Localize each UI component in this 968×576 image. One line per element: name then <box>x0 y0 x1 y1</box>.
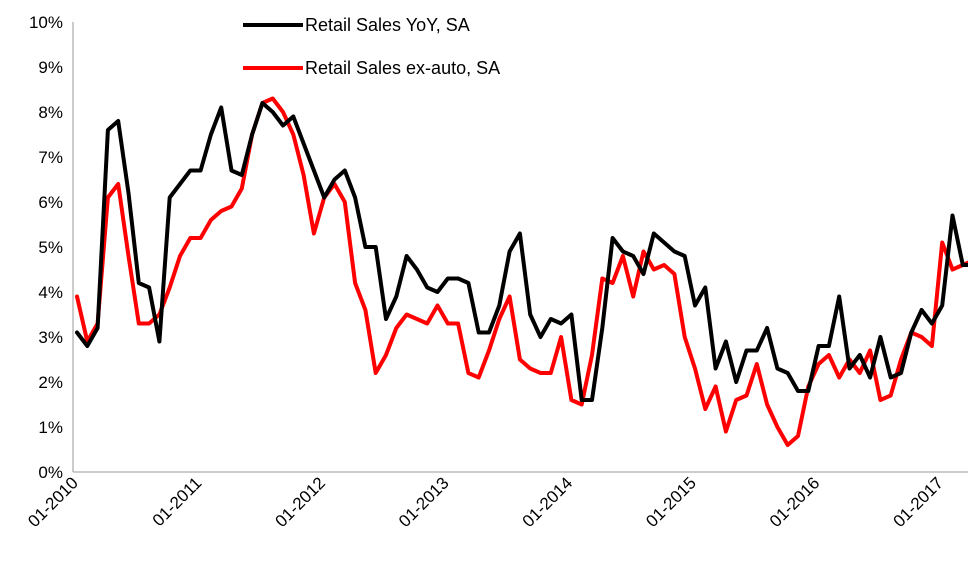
y-tick-label: 8% <box>38 103 63 122</box>
y-tick-label: 7% <box>38 148 63 167</box>
y-tick-label: 10% <box>29 13 63 32</box>
x-tick-label: 01-2011 <box>149 473 206 530</box>
y-tick-label: 9% <box>38 58 63 77</box>
y-tick-label: 1% <box>38 418 63 437</box>
axes <box>72 22 968 473</box>
y-tick-label: 0% <box>38 463 63 482</box>
legend-item-yoy: Retail Sales YoY, SA <box>243 15 470 35</box>
legend-item-exauto: Retail Sales ex-auto, SA <box>243 58 500 78</box>
legend-label-yoy: Retail Sales YoY, SA <box>305 15 470 35</box>
x-tick-label: 01-2017 <box>889 473 947 531</box>
series-line-exauto <box>75 96 968 447</box>
y-tick-label: 6% <box>38 193 63 212</box>
series-lines <box>75 96 968 447</box>
series-line-yoy <box>75 101 968 402</box>
y-tick-label: 3% <box>38 328 63 347</box>
x-tick-label: 01-2015 <box>642 473 700 531</box>
y-tick-labels: 0% 1% 2% 3% 4% 5% 6% 7% 8% 9% 10% <box>29 13 63 482</box>
x-tick-label: 01-2014 <box>519 473 577 531</box>
y-tick-label: 2% <box>38 373 63 392</box>
x-tick-label: 01-2016 <box>766 473 824 531</box>
legend: Retail Sales YoY, SA Retail Sales ex-aut… <box>243 15 500 78</box>
y-tick-label: 4% <box>38 283 63 302</box>
y-tick-label: 5% <box>38 238 63 257</box>
x-tick-label: 01-2012 <box>271 473 329 531</box>
legend-label-exauto: Retail Sales ex-auto, SA <box>305 58 500 78</box>
x-tick-label: 01-2010 <box>24 473 82 531</box>
x-tick-label: 01-2013 <box>395 473 453 531</box>
x-tick-labels: 01-2010 01-2011 01-2012 01-2013 01-2014 01-20… <box>24 473 947 531</box>
